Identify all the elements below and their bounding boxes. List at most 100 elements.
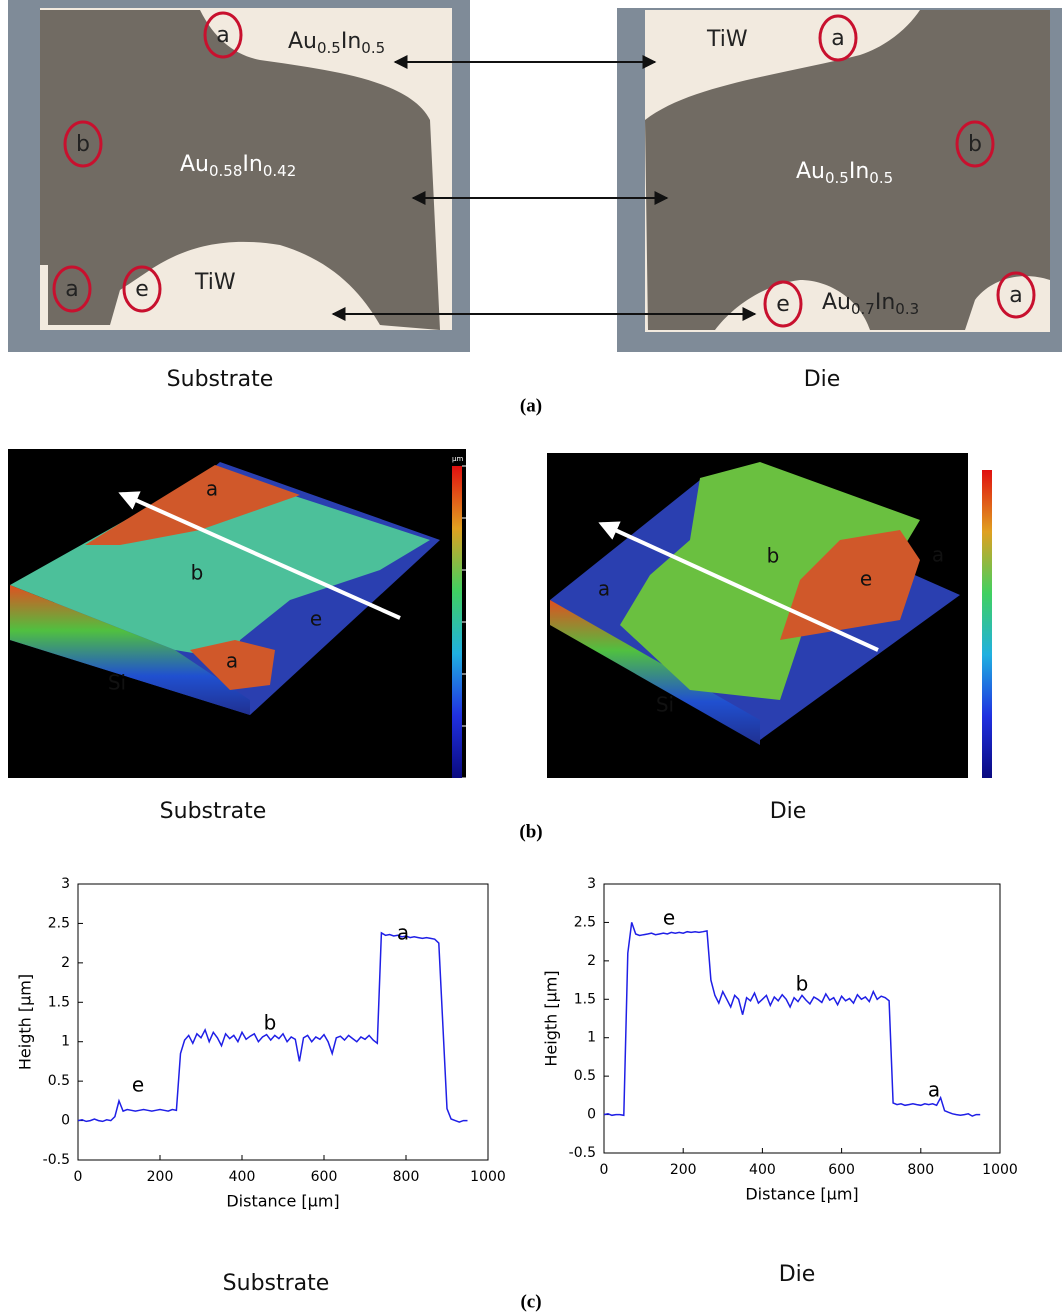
- colorbar-unit: µm: [452, 455, 463, 463]
- caption: Die: [804, 367, 841, 392]
- region-label: a: [226, 649, 238, 673]
- y-tick-label: -0.5: [43, 1152, 70, 1168]
- region-label: Si: [108, 671, 126, 695]
- formula-part: Au: [796, 159, 825, 184]
- y-tick-label: 2: [61, 955, 70, 971]
- region-label: a: [598, 577, 610, 601]
- subscript: 0.42: [263, 162, 296, 180]
- height-map-substrate: [8, 449, 466, 778]
- colorbar-tick-label: 0.00: [998, 774, 1016, 783]
- caption: Die: [779, 1262, 816, 1287]
- plot-frame: [78, 884, 488, 1160]
- caption: Substrate: [167, 367, 274, 392]
- y-tick-label: 2: [587, 953, 596, 969]
- y-axis-label: Heigth [µm]: [542, 970, 561, 1066]
- y-tick-label: 1: [587, 1030, 596, 1046]
- annotation: a: [397, 921, 409, 945]
- formula-part: In: [242, 152, 262, 177]
- x-tick-label: 600: [828, 1162, 855, 1178]
- panel-label: (b): [519, 821, 542, 842]
- annotation: e: [663, 906, 675, 930]
- x-tick-label: 600: [311, 1169, 338, 1185]
- colorbar-tick-label: 3.00: [998, 466, 1016, 475]
- subscript: 0.5: [361, 39, 385, 57]
- x-tick-label: 800: [907, 1162, 934, 1178]
- subscript: 0.5: [825, 169, 849, 187]
- formula-part: Au: [180, 152, 209, 177]
- region-label: a: [206, 477, 218, 501]
- x-tick-label: 400: [749, 1162, 776, 1178]
- colorbar-tick-label: 0.50: [468, 722, 486, 731]
- y-tick-label: 3: [587, 876, 596, 892]
- height-map-die: [547, 453, 968, 778]
- formula-part: In: [849, 159, 869, 184]
- region-label: b: [191, 561, 204, 585]
- colorbar-tick-label: 0.50: [998, 722, 1016, 731]
- x-tick-label: 800: [393, 1169, 420, 1185]
- y-tick-label: 0: [61, 1113, 70, 1129]
- y-tick-label: 3: [61, 876, 70, 892]
- colorbar-tick-label: 2.00: [998, 568, 1016, 577]
- formula-part: In: [341, 29, 361, 54]
- colorbar-tick-label: 2.50: [998, 517, 1016, 526]
- annotation: b: [796, 972, 809, 996]
- colorbar-tick-label: 1.50: [468, 618, 486, 627]
- region-label: e: [860, 567, 872, 591]
- phase-label: TiW: [194, 270, 236, 295]
- colorbar-tick-label: 1.00: [998, 671, 1016, 680]
- x-tick-label: 200: [147, 1169, 174, 1185]
- x-axis-label: Distance [µm]: [226, 1192, 339, 1211]
- panel-label: (c): [520, 1291, 541, 1312]
- data-line: [604, 922, 980, 1116]
- x-tick-label: 0: [74, 1169, 83, 1185]
- y-tick-label: 0: [587, 1107, 596, 1123]
- subscript: 0.7: [851, 300, 875, 318]
- formula-part: Au: [288, 29, 317, 54]
- y-axis-label: Heigth [µm]: [16, 974, 35, 1070]
- panel-label: (a): [520, 395, 542, 416]
- x-tick-label: 1000: [982, 1162, 1018, 1178]
- x-tick-label: 200: [670, 1162, 697, 1178]
- caption: Die: [770, 799, 807, 824]
- x-tick-label: 0: [600, 1162, 609, 1178]
- colorbar: [982, 470, 992, 778]
- formula-part: TiW: [194, 270, 236, 295]
- formula-part: Au: [822, 290, 851, 315]
- y-tick-label: 1.5: [574, 991, 596, 1007]
- y-tick-label: 1: [61, 1034, 70, 1050]
- phase-label: TiW: [706, 27, 748, 52]
- region-label: e: [310, 607, 322, 631]
- region-label: a: [932, 543, 944, 567]
- region-label: b: [767, 544, 780, 568]
- colorbar-tick-label: 3.00: [468, 462, 486, 471]
- formula-part: In: [875, 290, 895, 315]
- colorbar-tick-label: 0.00: [468, 774, 486, 783]
- x-tick-label: 400: [229, 1169, 256, 1185]
- region-label: a: [216, 23, 229, 48]
- y-tick-label: 2.5: [48, 915, 70, 931]
- region-label: a: [1009, 283, 1022, 308]
- y-tick-label: 2.5: [574, 914, 596, 930]
- y-tick-label: 0.5: [48, 1073, 70, 1089]
- region-label: a: [65, 277, 78, 302]
- region-label: e: [776, 292, 790, 317]
- formula-part: TiW: [706, 27, 748, 52]
- region-label: a: [831, 26, 844, 51]
- y-tick-label: 0.5: [574, 1068, 596, 1084]
- region-label: e: [135, 277, 149, 302]
- region-label: b: [968, 132, 982, 157]
- subscript: 0.58: [209, 162, 242, 180]
- subscript: 0.5: [317, 39, 341, 57]
- figure: Substrate Die (a) Substrate Die (b) (c) …: [0, 0, 1062, 1316]
- caption: Substrate: [160, 799, 267, 824]
- colorbar-tick-label: 1.00: [468, 670, 486, 679]
- subscript: 0.5: [869, 169, 893, 187]
- colorbar-tick-label: 2.00: [468, 566, 486, 575]
- caption: Substrate: [223, 1271, 330, 1296]
- colorbar: [452, 466, 462, 778]
- colorbar-tick-label: 1.50: [998, 620, 1016, 629]
- annotation: a: [928, 1078, 940, 1102]
- x-tick-label: 1000: [470, 1169, 506, 1185]
- colorbar-tick-label: 2.50: [468, 514, 486, 523]
- region-label: Si: [656, 693, 674, 717]
